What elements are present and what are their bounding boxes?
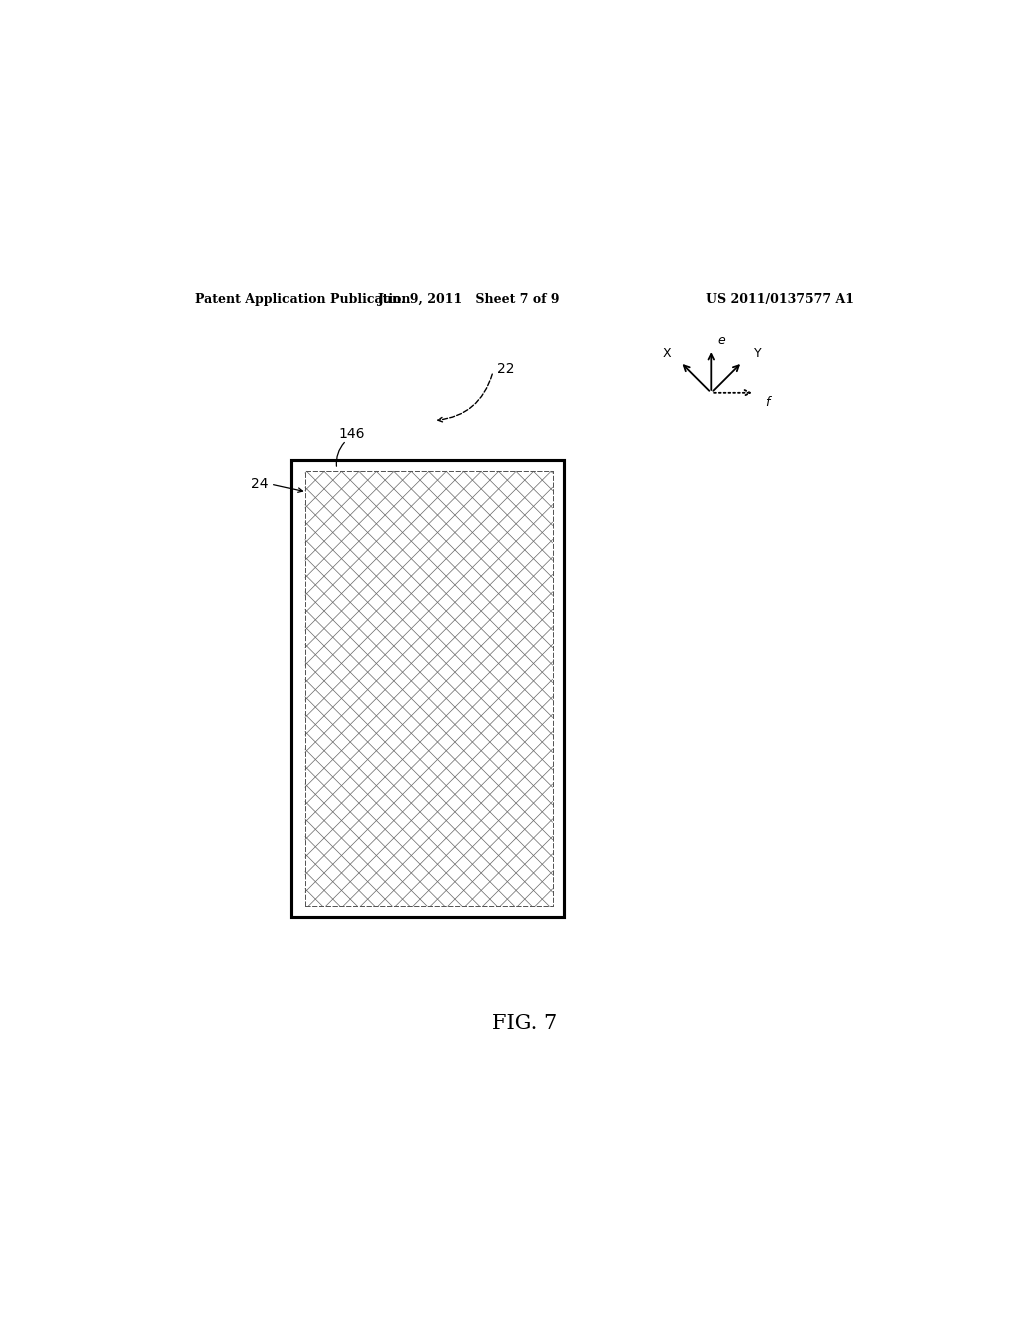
Text: Y: Y	[754, 347, 762, 359]
Bar	[291, 461, 564, 916]
Text: 146: 146	[338, 428, 365, 441]
Text: Jun. 9, 2011   Sheet 7 of 9: Jun. 9, 2011 Sheet 7 of 9	[378, 293, 560, 306]
Bar	[305, 471, 553, 907]
Bar	[305, 471, 553, 907]
Text: X: X	[663, 347, 671, 359]
Text: 22: 22	[497, 362, 514, 376]
Bar	[291, 461, 564, 916]
Text: 24: 24	[251, 477, 268, 491]
Text: FIG. 7: FIG. 7	[493, 1014, 557, 1034]
Text: f: f	[765, 396, 770, 409]
Text: e: e	[718, 334, 725, 347]
Text: Patent Application Publication: Patent Application Publication	[196, 293, 411, 306]
Text: US 2011/0137577 A1: US 2011/0137577 A1	[707, 293, 854, 306]
